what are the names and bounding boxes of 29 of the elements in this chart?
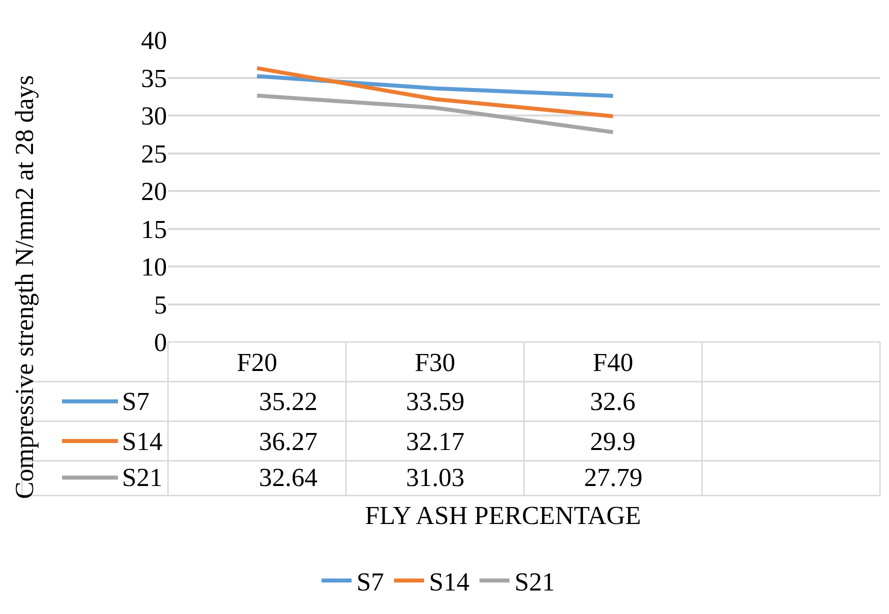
y-tick-label: 10: [141, 252, 167, 282]
y-axis-title: Compressive strength N/mm2 at 28 days: [10, 75, 39, 500]
data-label: 32.17: [406, 427, 464, 456]
legend-label: S21: [122, 463, 162, 492]
text: S21: [514, 568, 555, 597]
data-label: 29.9: [590, 427, 636, 456]
legend-label: S14: [122, 427, 162, 456]
data-label: 32.64: [259, 463, 318, 492]
text: S7: [356, 568, 384, 597]
y-tick-label: 20: [141, 177, 167, 206]
data-label: 36.27: [259, 427, 318, 456]
x-tick-label: F30: [414, 348, 456, 377]
y-tick-label: 5: [154, 290, 167, 320]
data-label: 35.22: [259, 387, 318, 416]
y-tick-label: 15: [141, 214, 167, 244]
x-axis-title: FLY ASH PERCENTAGE: [365, 501, 642, 530]
data-label: 31.03: [406, 463, 464, 492]
y-tick-label: 40: [141, 26, 167, 56]
x-tick-label: F40: [592, 348, 634, 377]
data-label: 33.59: [406, 387, 464, 416]
y-tick-label: 35: [141, 64, 167, 93]
y-tick-label: 25: [141, 139, 167, 168]
text: S14: [429, 568, 470, 597]
y-tick-label: 0: [154, 328, 167, 358]
data-label: 32.6: [590, 387, 636, 416]
data-label: 27.79: [584, 463, 642, 492]
x-tick-label: F20: [236, 348, 278, 377]
legend-label: S7: [122, 387, 150, 416]
y-tick-label: 30: [141, 102, 167, 131]
